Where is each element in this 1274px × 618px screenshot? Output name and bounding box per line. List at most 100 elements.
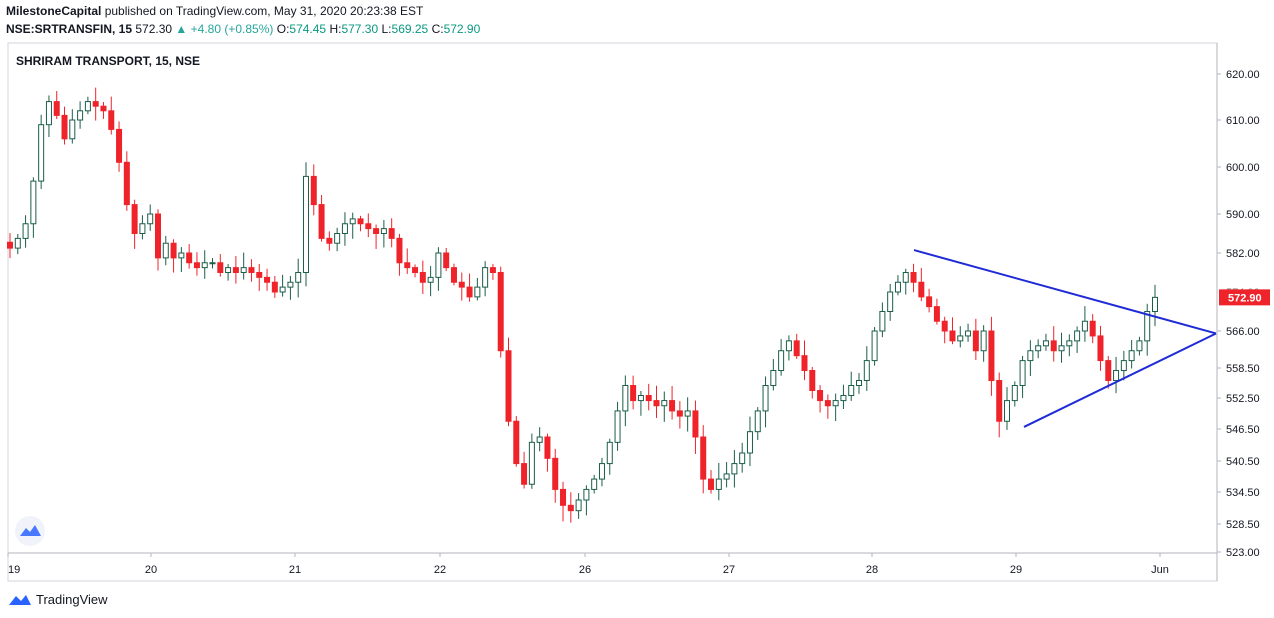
candle-body: [1058, 345, 1065, 352]
candle-body: [412, 267, 419, 273]
candle-body: [108, 110, 115, 130]
trendlines-group[interactable]: [913, 249, 1217, 428]
price-tick-label: 582.00: [1226, 248, 1260, 260]
trendline-lower[interactable]: [1023, 332, 1217, 428]
candle-body: [482, 267, 489, 288]
footer-brand-label: TradingView: [36, 592, 108, 607]
time-axis[interactable]: 19 20 21 22 26 27 28 29 Jun: [7, 553, 1169, 576]
date-tick-label: 20: [145, 564, 157, 576]
published-text: published on TradingView.com, May 31, 20…: [104, 4, 424, 18]
last-price-label: 572.90: [1228, 292, 1262, 304]
candle-body: [302, 175, 309, 273]
candle-body: [1144, 311, 1151, 342]
candle-body: [497, 272, 504, 352]
candle-body: [746, 431, 753, 454]
close-label: C:: [431, 22, 444, 36]
candle-body: [918, 281, 925, 298]
date-tick-label: 21: [289, 564, 301, 576]
candle-body: [824, 400, 831, 407]
candle-body: [45, 101, 52, 126]
candle-body: [380, 228, 387, 234]
candles-group: [7, 87, 1158, 523]
candle-body: [279, 286, 286, 293]
candle-body: [1089, 320, 1096, 337]
candle-body: [536, 436, 543, 443]
change-arrow-icon: ▲: [175, 22, 188, 36]
candle-body: [435, 252, 442, 278]
symbol-line: NSE:SRTRANSFIN, 15 572.30 ▲ +4.80 (+0.85…: [6, 22, 480, 36]
candle-body: [209, 262, 216, 265]
candle-body: [622, 385, 629, 412]
candle-body: [458, 281, 465, 288]
candle-body: [591, 478, 598, 490]
candle-body: [489, 267, 496, 273]
candle-body: [552, 457, 559, 490]
price-tick-label: 534.50: [1226, 487, 1260, 499]
candle-body: [762, 385, 769, 412]
candle-body: [521, 463, 528, 485]
candle-body: [69, 119, 76, 140]
candle-body: [513, 420, 520, 465]
candle-body: [225, 267, 232, 273]
candle-body: [264, 276, 271, 283]
candle-body: [723, 473, 730, 480]
candle-body: [708, 478, 715, 490]
author-name[interactable]: MilestoneCapital: [6, 4, 102, 18]
candle-body: [154, 213, 161, 259]
high-value: 577.30: [341, 22, 379, 36]
candle-body: [801, 355, 808, 371]
price-tick-label: 566.00: [1226, 326, 1260, 338]
candle-body: [318, 204, 325, 239]
candle-body: [583, 488, 590, 501]
close-value: 572.90: [443, 22, 481, 36]
candle-body: [567, 504, 574, 512]
candle-body: [731, 463, 738, 475]
candle-body: [856, 380, 863, 386]
candle-body: [754, 410, 761, 433]
high-label: H:: [329, 22, 342, 36]
price-tick-label: 528.50: [1226, 519, 1260, 531]
price-axis[interactable]: 620.00 610.00 600.00 590.00 582.00 566.00 558.…: [1217, 69, 1270, 559]
candle-body: [1105, 360, 1112, 382]
candle-body: [684, 410, 691, 417]
candle-body: [926, 296, 933, 308]
candle-body: [778, 350, 785, 372]
candle-body: [505, 350, 512, 422]
candle-body: [466, 286, 473, 298]
candle-body: [396, 237, 403, 264]
candle-body: [256, 272, 263, 278]
candle-body: [92, 101, 99, 107]
trendline-upper[interactable]: [913, 249, 1217, 335]
candle-body: [832, 400, 839, 407]
candle-body: [606, 441, 613, 465]
candle-body: [443, 252, 450, 269]
candle-body: [949, 330, 956, 342]
candle-body: [848, 385, 855, 396]
candle-body: [809, 370, 816, 391]
candle-body: [598, 463, 605, 480]
candle-body: [147, 213, 154, 225]
candle-body: [614, 410, 621, 443]
footer-brand[interactable]: TradingView: [8, 592, 108, 607]
candle-body: [240, 267, 247, 273]
change-value: +4.80 (+0.85%): [190, 22, 274, 36]
candle-body: [123, 161, 130, 206]
candle-body: [941, 320, 948, 332]
symbol-label: NSE:SRTRANSFIN, 15: [6, 22, 133, 36]
candle-body: [575, 499, 582, 512]
candle-body: [560, 488, 567, 506]
candle-body: [770, 370, 777, 386]
price-tick-label: 590.00: [1226, 209, 1260, 221]
tradingview-watermark-icon[interactable]: [15, 516, 45, 546]
price-tick-label: 620.00: [1226, 69, 1260, 81]
candle-body: [871, 330, 878, 362]
candle-body: [1027, 350, 1034, 362]
candle-body: [1074, 330, 1081, 342]
candle-body: [419, 272, 426, 283]
last-price-tag: [1219, 289, 1270, 306]
candle-body: [676, 410, 683, 417]
candle-body: [1136, 340, 1143, 352]
candle-body: [349, 218, 356, 225]
candle-body: [1042, 340, 1049, 347]
